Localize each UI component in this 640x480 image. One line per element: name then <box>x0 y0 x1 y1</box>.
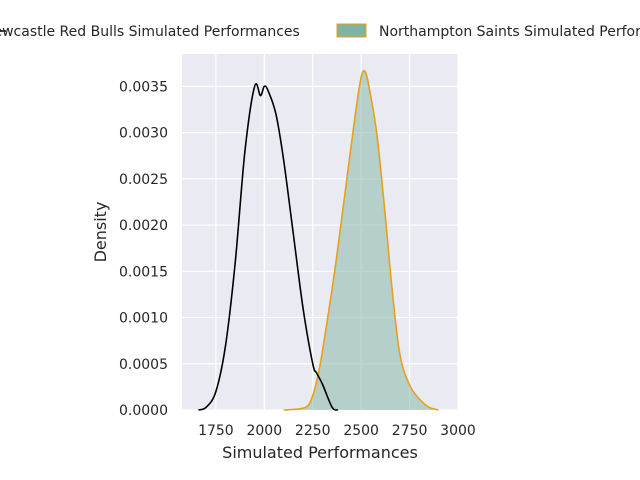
y-tick-label: 0.0005 <box>119 357 168 373</box>
density-area-northampton <box>283 70 439 410</box>
y-tick-label: 0.0035 <box>119 79 168 95</box>
legend: Newcastle Red Bulls Simulated Performanc… <box>0 23 640 40</box>
series-layer <box>198 69 439 411</box>
x-axis-label: Simulated Performances <box>222 443 418 462</box>
y-tick-label: 0.0015 <box>119 264 168 280</box>
y-tick-label: 0.0010 <box>119 311 168 327</box>
y-axis-label: Density <box>91 202 110 263</box>
density-line-northampton <box>283 69 439 411</box>
legend-label-newcastle: Newcastle Red Bulls Simulated Performanc… <box>0 24 300 40</box>
x-tick-label: 2500 <box>343 423 379 439</box>
x-tick-label: 3000 <box>440 423 476 439</box>
y-tick-label: 0.0030 <box>119 126 168 142</box>
grid-lines <box>182 54 459 411</box>
y-tick-label: 0.0020 <box>119 218 168 234</box>
y-tick-label: 0.0000 <box>119 403 168 419</box>
x-tick-label: 2750 <box>392 423 428 439</box>
legend-swatch-northampton <box>336 23 367 38</box>
x-tick-label: 1750 <box>198 423 234 439</box>
x-tick-label: 2250 <box>295 423 331 439</box>
y-axis-ticks: 0.0000 0.0005 0.0010 0.0015 0.0020 0.0025 0.00… <box>119 79 168 419</box>
x-axis-ticks: 1750 2000 2250 2500 2750 3000 <box>198 423 476 439</box>
plot-background <box>182 54 458 410</box>
legend-label-northampton: Northampton Saints Simulated Performance… <box>379 24 640 40</box>
y-tick-label: 0.0025 <box>119 172 168 188</box>
x-tick-label: 2000 <box>246 423 282 439</box>
density-line-newcastle <box>198 83 339 411</box>
